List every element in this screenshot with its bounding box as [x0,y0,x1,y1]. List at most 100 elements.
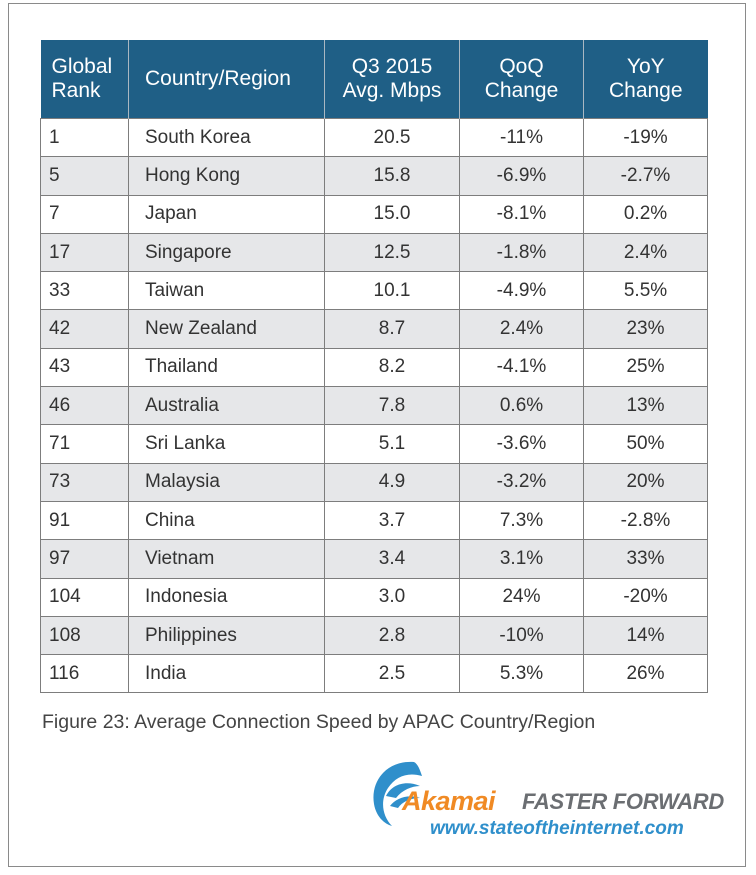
cell-qoq-change: -6.9% [459,156,584,196]
cell-avg-mbps: 10.1 [324,271,460,311]
cell-country: Vietnam [128,539,325,579]
cell-yoy-change: 33% [583,539,708,579]
figure-frame [8,3,746,867]
cell-qoq-change: 7.3% [459,500,584,541]
cell-country: Australia [128,386,325,426]
table-row: 33 Taiwan 10.1 -4.9% 5.5% [40,271,708,311]
cell-qoq-change: 5.3% [459,654,584,694]
cell-country: India [128,654,325,694]
cell-rank: 42 [40,309,129,349]
akamai-wave-icon [373,761,422,826]
cell-rank: 43 [40,347,129,388]
cell-yoy-change: -19% [583,117,708,158]
cell-country: Japan [128,194,325,234]
cell-rank: 17 [40,232,129,273]
cell-avg-mbps: 7.8 [324,386,460,426]
cell-avg-mbps: 15.0 [324,194,460,234]
cell-qoq-change: 3.1% [459,539,584,579]
cell-qoq-change: -4.1% [459,347,584,388]
cell-qoq-change: 2.4% [459,309,584,349]
cell-yoy-change: 20% [583,462,708,502]
cell-qoq-change: 0.6% [459,386,584,426]
cell-avg-mbps: 4.9 [324,462,460,502]
cell-rank: 1 [40,117,129,158]
cell-country: Taiwan [128,271,325,311]
cell-avg-mbps: 8.7 [324,309,460,349]
cell-yoy-change: 2.4% [583,232,708,273]
cell-country: China [128,500,325,541]
cell-qoq-change: -4.9% [459,271,584,311]
cell-country: Malaysia [128,462,325,502]
table-row: 43 Thailand 8.2 -4.1% 25% [40,347,708,388]
cell-rank: 108 [40,615,129,656]
cell-country: Hong Kong [128,156,325,196]
cell-rank: 5 [40,156,129,196]
cell-qoq-change: 24% [459,577,584,617]
table-row: 73 Malaysia 4.9 -3.2% 20% [40,462,708,502]
cell-yoy-change: 5.5% [583,271,708,311]
brand-name: Akamai [402,786,496,816]
table-header-row: Global Rank Country/Region Q3 2015 Avg. … [40,40,708,119]
table-row: 42 New Zealand 8.7 2.4% 23% [40,309,708,349]
table-row: 116 India 2.5 5.3% 26% [40,654,708,694]
cell-avg-mbps: 12.5 [324,232,460,273]
cell-yoy-change: 23% [583,309,708,349]
cell-rank: 116 [40,654,129,694]
table-row: 7 Japan 15.0 -8.1% 0.2% [40,194,708,234]
table-row: 17 Singapore 12.5 -1.8% 2.4% [40,232,708,273]
cell-rank: 97 [40,539,129,579]
figure-caption: Figure 23: Average Connection Speed by A… [42,711,596,733]
table-row: 5 Hong Kong 15.8 -6.9% -2.7% [40,156,708,196]
cell-rank: 7 [40,194,129,234]
cell-country: Philippines [128,615,325,656]
brand-url: www.stateoftheinternet.com [430,818,684,839]
table-row: 97 Vietnam 3.4 3.1% 33% [40,539,708,579]
cell-avg-mbps: 3.4 [324,539,460,579]
cell-country: South Korea [128,117,325,158]
cell-yoy-change: 26% [583,654,708,694]
cell-yoy-change: -2.8% [583,500,708,541]
cell-qoq-change: -8.1% [459,194,584,234]
table-row: 91 China 3.7 7.3% -2.8% [40,500,708,541]
cell-qoq-change: -3.2% [459,462,584,502]
cell-yoy-change: -2.7% [583,156,708,196]
header-country-region: Country/Region [128,40,325,119]
cell-avg-mbps: 5.1 [324,424,460,464]
table-row: 1 South Korea 20.5 -11% -19% [40,117,708,158]
cell-country: New Zealand [128,309,325,349]
cell-rank: 91 [40,500,129,541]
cell-country: Indonesia [128,577,325,617]
cell-yoy-change: 0.2% [583,194,708,234]
cell-country: Thailand [128,347,325,388]
cell-rank: 104 [40,577,129,617]
header-yoy-change: YoY Change [583,40,708,119]
cell-avg-mbps: 2.8 [324,615,460,656]
cell-rank: 71 [40,424,129,464]
cell-yoy-change: 50% [583,424,708,464]
cell-avg-mbps: 3.7 [324,500,460,541]
cell-qoq-change: -1.8% [459,232,584,273]
table-row: 108 Philippines 2.8 -10% 14% [40,615,708,656]
cell-avg-mbps: 2.5 [324,654,460,694]
cell-yoy-change: 13% [583,386,708,426]
cell-avg-mbps: 8.2 [324,347,460,388]
cell-avg-mbps: 20.5 [324,117,460,158]
header-avg-mbps: Q3 2015 Avg. Mbps [324,40,460,119]
header-qoq-change: QoQ Change [459,40,584,119]
cell-rank: 73 [40,462,129,502]
cell-country: Sri Lanka [128,424,325,464]
table-row: 104 Indonesia 3.0 24% -20% [40,577,708,617]
cell-rank: 33 [40,271,129,311]
brand-tagline: FASTER FORWARD [522,789,724,814]
table-row: 71 Sri Lanka 5.1 -3.6% 50% [40,424,708,464]
apac-speed-table: Global Rank Country/Region Q3 2015 Avg. … [40,40,708,694]
cell-yoy-change: -20% [583,577,708,617]
cell-qoq-change: -10% [459,615,584,656]
akamai-logo: Akamai FASTER FORWARD www.stateoftheinte… [366,756,726,846]
cell-country: Singapore [128,232,325,273]
table-body: 1 South Korea 20.5 -11% -19% 5 Hong Kong 15.8 -6… [40,117,708,694]
header-global-rank: Global Rank [40,40,129,119]
cell-yoy-change: 14% [583,615,708,656]
table-row: 46 Australia 7.8 0.6% 13% [40,386,708,426]
cell-qoq-change: -11% [459,117,584,158]
